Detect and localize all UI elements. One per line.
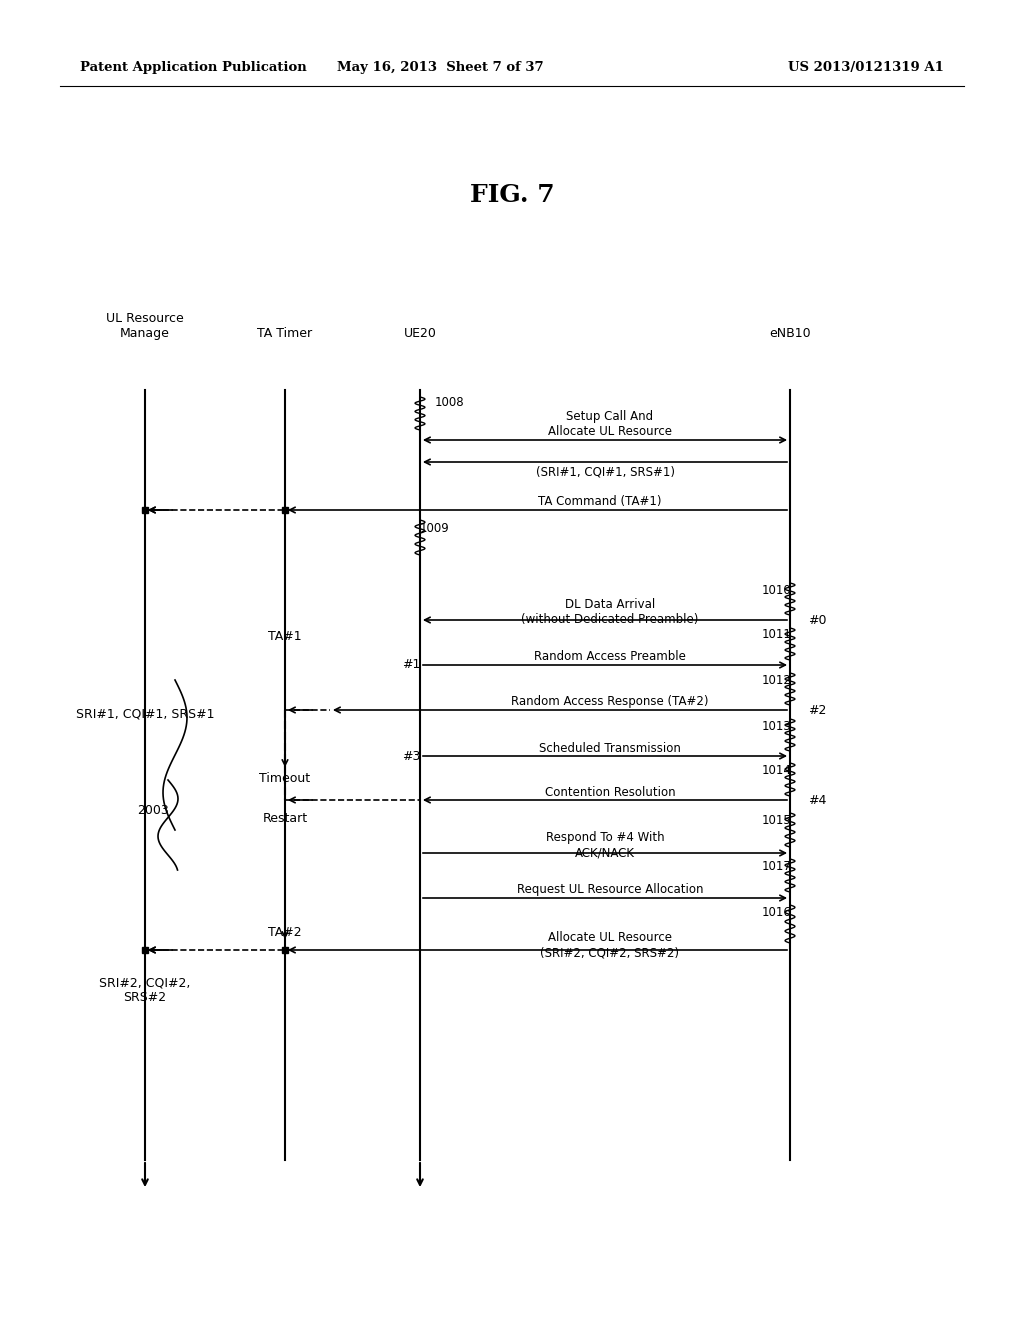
Text: TA#1: TA#1 — [268, 631, 302, 644]
Text: 1008: 1008 — [435, 396, 465, 408]
Text: 1013: 1013 — [762, 719, 792, 733]
Text: Contention Resolution: Contention Resolution — [545, 785, 675, 799]
Text: #4: #4 — [808, 793, 826, 807]
Text: #1: #1 — [402, 659, 421, 672]
Text: May 16, 2013  Sheet 7 of 37: May 16, 2013 Sheet 7 of 37 — [337, 62, 544, 74]
Text: DL Data Arrival
(without Dedicated Preamble): DL Data Arrival (without Dedicated Pream… — [521, 598, 698, 626]
Text: Allocate UL Resource
(SRI#2, CQI#2, SRS#2): Allocate UL Resource (SRI#2, CQI#2, SRS#… — [541, 931, 680, 960]
Text: Setup Call And
Allocate UL Resource: Setup Call And Allocate UL Resource — [548, 411, 672, 438]
Text: 1009: 1009 — [420, 521, 450, 535]
Text: 1015: 1015 — [762, 813, 792, 826]
Text: UL Resource
Manage: UL Resource Manage — [106, 312, 184, 341]
Text: Restart: Restart — [262, 812, 307, 825]
Text: US 2013/0121319 A1: US 2013/0121319 A1 — [788, 62, 944, 74]
Text: TA#2: TA#2 — [268, 925, 302, 939]
Text: 1014: 1014 — [762, 763, 792, 776]
Text: Timeout: Timeout — [259, 771, 310, 784]
Text: #0: #0 — [808, 614, 826, 627]
Text: 1010: 1010 — [762, 583, 792, 597]
Text: TA Command (TA#1): TA Command (TA#1) — [539, 495, 662, 508]
Text: #3: #3 — [402, 750, 421, 763]
Text: SRI#1, CQI#1, SRS#1: SRI#1, CQI#1, SRS#1 — [76, 708, 214, 721]
Text: FIG. 7: FIG. 7 — [470, 183, 554, 207]
Text: Random Access Preamble: Random Access Preamble — [535, 651, 686, 664]
Text: 1012: 1012 — [762, 673, 792, 686]
Text: Scheduled Transmission: Scheduled Transmission — [539, 742, 681, 755]
Text: Random Access Response (TA#2): Random Access Response (TA#2) — [511, 696, 709, 709]
Text: UE20: UE20 — [403, 327, 436, 341]
Text: Respond To #4 With
ACK/NACK: Respond To #4 With ACK/NACK — [546, 832, 665, 859]
Text: Patent Application Publication: Patent Application Publication — [80, 62, 307, 74]
Text: TA Timer: TA Timer — [257, 327, 312, 341]
Text: 1016: 1016 — [762, 906, 792, 919]
Text: 1011: 1011 — [762, 628, 792, 642]
Text: (SRI#1, CQI#1, SRS#1): (SRI#1, CQI#1, SRS#1) — [536, 466, 675, 479]
Text: 2003: 2003 — [137, 804, 169, 817]
Text: eNB10: eNB10 — [769, 327, 811, 341]
Text: #2: #2 — [808, 704, 826, 717]
Text: SRI#2, CQI#2,
SRS#2: SRI#2, CQI#2, SRS#2 — [99, 975, 190, 1005]
Text: 1017: 1017 — [762, 859, 792, 873]
Text: Request UL Resource Allocation: Request UL Resource Allocation — [517, 883, 703, 896]
